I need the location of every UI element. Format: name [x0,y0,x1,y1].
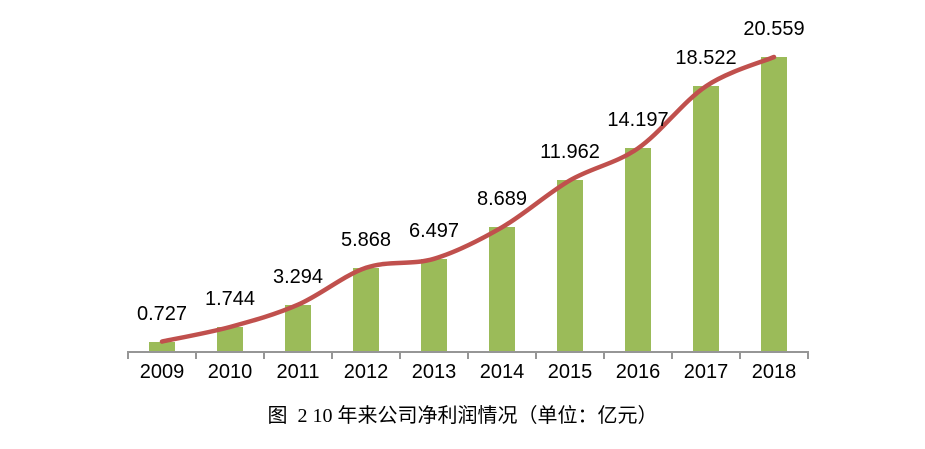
x-tick-label-2009: 2009 [139,361,185,383]
bar-2018 [761,57,787,352]
bar-2017 [693,86,719,352]
data-label-2015: 11.962 [540,141,600,164]
x-tick [263,351,265,359]
data-label-2011: 3.294 [272,265,324,288]
x-tick [195,351,197,359]
data-label-2014: 8.689 [476,188,528,211]
x-tick [603,351,605,359]
x-tick-label-2010: 2010 [207,361,253,383]
bar-2013 [421,259,447,352]
x-tick [331,351,333,359]
bar-2012 [353,268,379,352]
x-tick-label-2014: 2014 [479,361,525,383]
bar-2014 [489,227,515,352]
x-tick [467,351,469,359]
bar-2009 [149,342,175,352]
bar-2011 [285,305,311,352]
data-label-2012: 5.868 [340,228,392,251]
bar-2016 [625,148,651,352]
figure-caption: 图 2 10 年来公司净利润情况（单位：亿元） [267,405,658,427]
x-tick-label-2013: 2013 [411,361,457,383]
x-tick [399,351,401,359]
x-tick [739,351,741,359]
x-tick [807,351,809,359]
data-label-2018: 20.559 [743,17,805,40]
x-tick [127,351,129,359]
data-label-2017: 18.522 [675,47,737,70]
data-label-2010: 1.744 [204,287,256,310]
x-tick [535,351,537,359]
data-label-2016: 14.197 [607,109,669,132]
bar-2010 [217,327,243,352]
x-tick-label-2017: 2017 [683,361,729,383]
x-tick [671,351,673,359]
data-label-2009: 0.727 [136,302,188,325]
x-tick-label-2012: 2012 [343,361,389,383]
data-label-2013: 6.497 [408,219,460,242]
x-tick-label-2018: 2018 [751,361,797,383]
bar-2015 [557,180,583,352]
x-tick-label-2015: 2015 [547,361,593,383]
x-tick-label-2016: 2016 [615,361,661,383]
x-tick-label-2011: 2011 [276,361,320,383]
